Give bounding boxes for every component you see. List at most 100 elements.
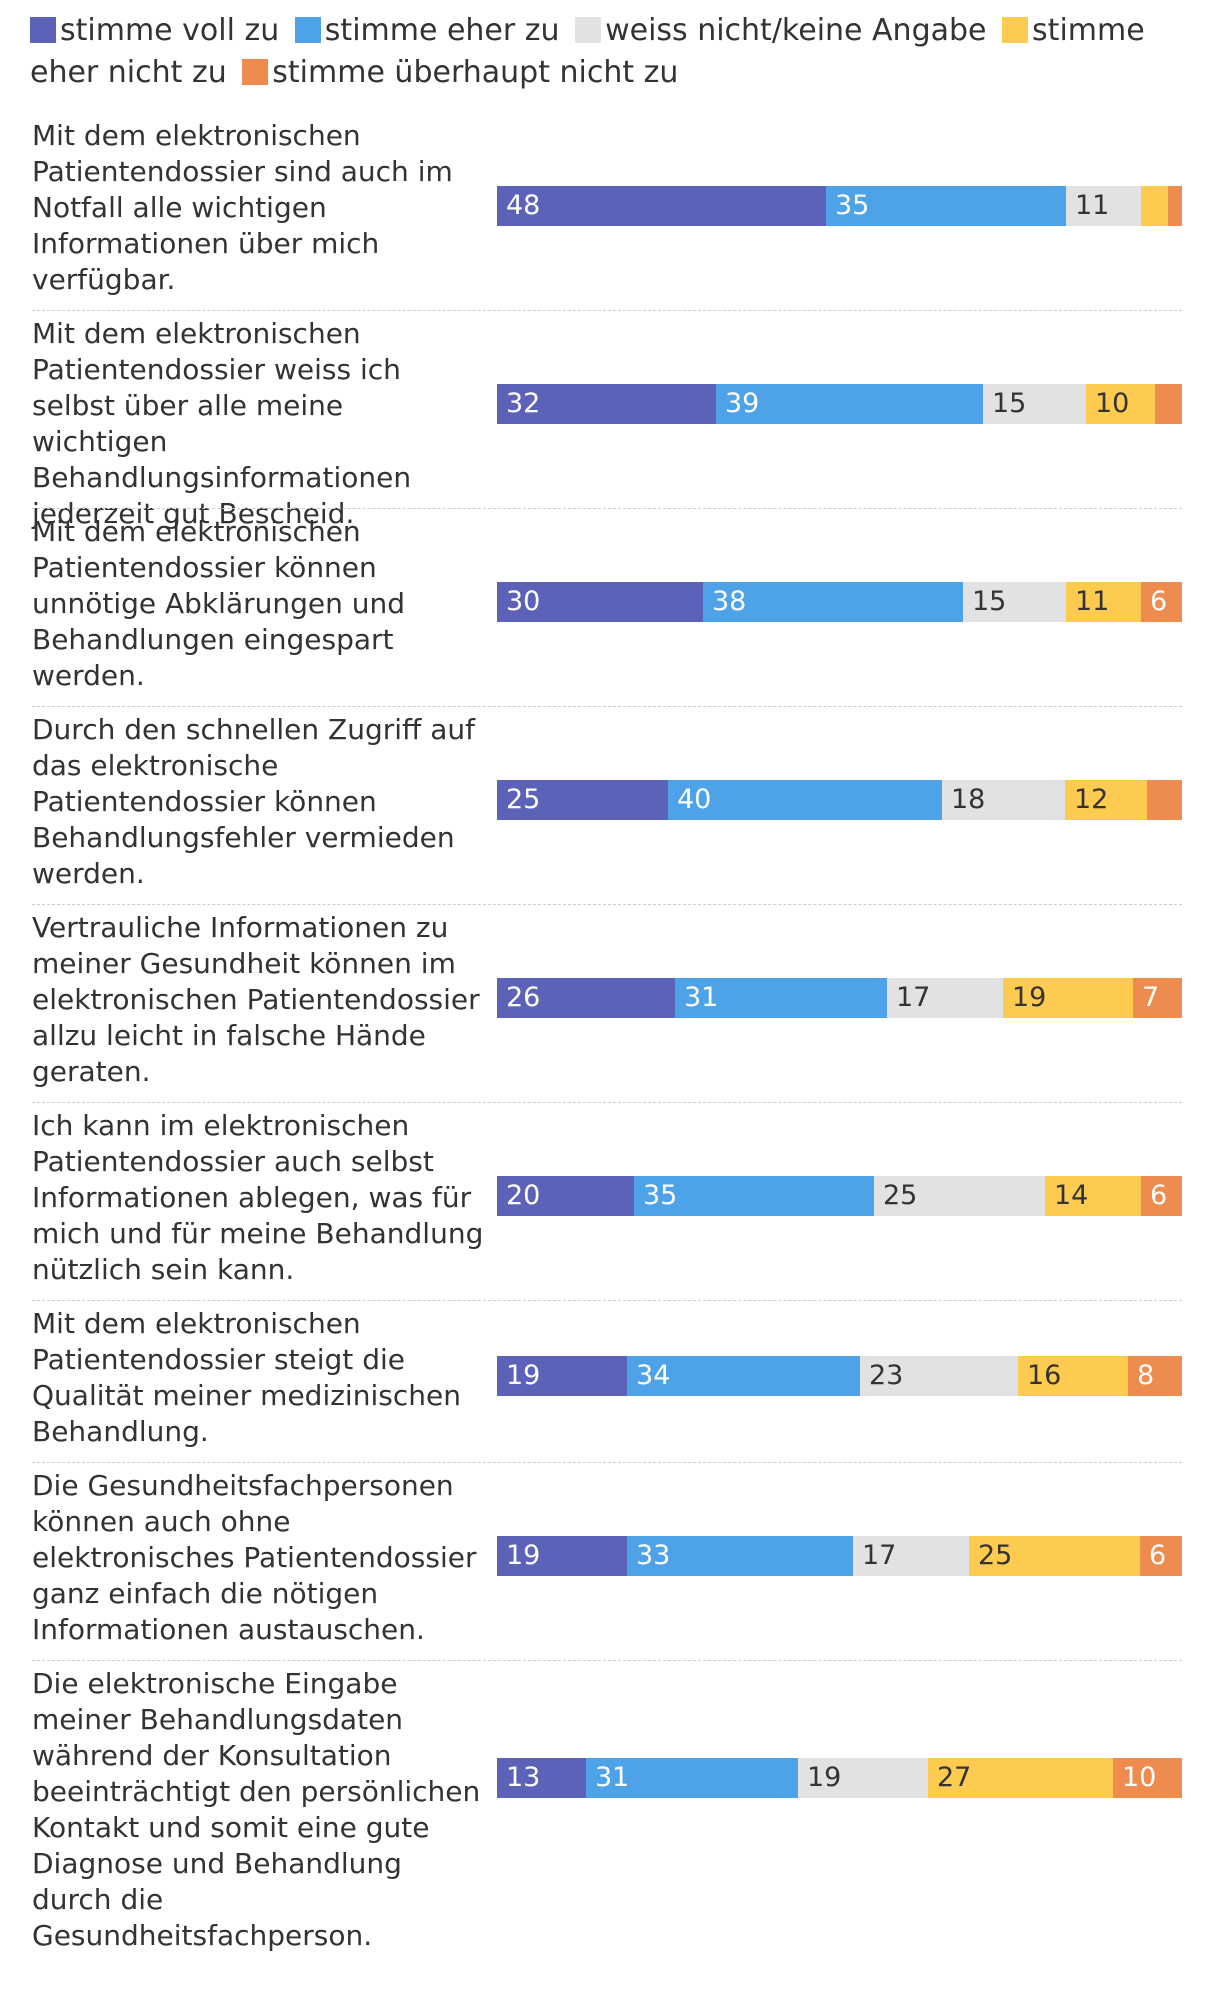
bar-segment: 31 [675, 978, 887, 1018]
legend-swatch [575, 17, 602, 43]
data-label: 6 [1150, 1180, 1168, 1211]
data-label: 35 [643, 1180, 678, 1211]
data-label: 7 [1142, 982, 1160, 1013]
stacked-bar: 30 38 15 11 6 [497, 582, 1182, 622]
stacked-bar: 32 39 15 10 [497, 384, 1182, 424]
bar-segment: 40 [668, 780, 942, 820]
data-label: 39 [725, 388, 760, 419]
row-divider [32, 508, 1182, 509]
legend-label: stimme überhaupt nicht zu [272, 55, 679, 90]
data-label: 20 [506, 1180, 541, 1211]
bar-segment: 10 [1086, 384, 1155, 424]
bar-segment: 6 [1141, 1176, 1182, 1216]
row-divider [32, 1300, 1182, 1301]
stacked-bar: 26 31 17 19 7 [497, 978, 1182, 1018]
data-label: 27 [937, 1762, 972, 1793]
bar-segment: 34 [627, 1356, 860, 1396]
bar-segment: 38 [703, 582, 963, 622]
chart-row: Durch den schnellen Zugriff auf das elek… [0, 712, 1220, 900]
data-label: 25 [506, 784, 541, 815]
bar-segment: 11 [1066, 582, 1141, 622]
bar-segment: 14 [1045, 1176, 1141, 1216]
data-label: 40 [677, 784, 712, 815]
stacked-bar: 25 40 18 12 [497, 780, 1182, 820]
data-label: 38 [712, 586, 747, 617]
bar-segment: 10 [1113, 1758, 1182, 1798]
data-label: 15 [972, 586, 1007, 617]
bar-segment: 18 [942, 780, 1065, 820]
chart-legend: stimme voll zu stimme eher zu weiss nich… [30, 10, 1200, 94]
chart-row: Vertrauliche Informationen zu meiner Ges… [0, 910, 1220, 1098]
data-label: 10 [1122, 1762, 1157, 1793]
bar-segment: 33 [627, 1536, 853, 1576]
data-label: 14 [1054, 1180, 1089, 1211]
row-divider [32, 904, 1182, 905]
legend-label: weiss nicht/keine Angabe [605, 13, 987, 48]
legend-swatch [1002, 17, 1029, 43]
legend-label: stimme voll zu [60, 13, 280, 48]
category-label: Die elektronische Eingabe meiner Behandl… [32, 1667, 481, 1952]
stacked-bar: 20 35 25 14 6 [497, 1176, 1182, 1216]
legend-item: stimme eher nicht zu [30, 13, 1145, 90]
data-label: 6 [1149, 1540, 1167, 1571]
bar-segment: 31 [586, 1758, 798, 1798]
row-divider [32, 310, 1182, 311]
bar-segment: 32 [497, 384, 716, 424]
data-label: 18 [951, 784, 986, 815]
data-label: 8 [1137, 1360, 1155, 1391]
bar-segment: 27 [928, 1758, 1113, 1798]
bar-segment: 7 [1133, 978, 1182, 1018]
category-label: Mit dem elektronischen Patientendossier … [32, 317, 412, 530]
bar-segment: 19 [497, 1536, 627, 1576]
data-label: 19 [506, 1360, 541, 1391]
bar-segment [1147, 780, 1182, 820]
stacked-bar: 19 33 17 25 6 [497, 1536, 1182, 1576]
row-divider [32, 1660, 1182, 1661]
category-label: Mit dem elektronischen Patientendossier … [32, 1307, 461, 1448]
data-label: 10 [1095, 388, 1130, 419]
data-label: 25 [978, 1540, 1013, 1571]
data-label: 13 [506, 1762, 541, 1793]
bar-segment [1168, 186, 1182, 226]
bar-segment: 17 [853, 1536, 969, 1576]
bar-segment: 25 [497, 780, 668, 820]
bar-segment: 48 [497, 186, 826, 226]
bar-segment: 23 [860, 1356, 1018, 1396]
category-label: Mit dem elektronischen Patientendossier … [32, 515, 406, 692]
data-label: 15 [992, 388, 1027, 419]
legend-item: stimme voll zu [30, 13, 279, 48]
legend-swatch [30, 17, 56, 43]
legend-item: weiss nicht/keine Angabe [575, 13, 987, 48]
row-divider [32, 706, 1182, 707]
category-label: Die Gesundheitsfachpersonen können auch … [32, 1469, 477, 1646]
legend-swatch [294, 17, 321, 43]
data-label: 31 [684, 982, 719, 1013]
bar-segment: 13 [497, 1758, 586, 1798]
data-label: 12 [1074, 784, 1109, 815]
bar-segment [1155, 384, 1182, 424]
bar-segment: 6 [1141, 582, 1182, 622]
data-label: 16 [1027, 1360, 1062, 1391]
chart-row: Mit dem elektronischen Patientendossier … [0, 118, 1220, 306]
chart-row: Mit dem elektronischen Patientendossier … [0, 1306, 1220, 1458]
data-label: 11 [1075, 190, 1110, 221]
data-label: 26 [506, 982, 541, 1013]
data-label: 17 [896, 982, 931, 1013]
data-label: 19 [807, 1762, 842, 1793]
bar-segment: 25 [874, 1176, 1045, 1216]
data-label: 6 [1150, 586, 1168, 617]
chart-row: Mit dem elektronischen Patientendossier … [0, 316, 1220, 530]
bar-segment: 15 [983, 384, 1086, 424]
data-label: 11 [1075, 586, 1110, 617]
category-label: Ich kann im elektronischen Patientendoss… [32, 1109, 484, 1286]
data-label: 23 [869, 1360, 904, 1391]
chart-row: Mit dem elektronischen Patientendossier … [0, 514, 1220, 702]
data-label: 17 [862, 1540, 897, 1571]
stacked-bar: 48 35 11 [497, 186, 1182, 226]
data-label: 25 [883, 1180, 918, 1211]
legend-item: stimme eher zu [294, 13, 560, 48]
chart-row: Die elektronische Eingabe meiner Behandl… [0, 1666, 1220, 1952]
data-label: 19 [1012, 982, 1047, 1013]
data-label: 31 [595, 1762, 630, 1793]
